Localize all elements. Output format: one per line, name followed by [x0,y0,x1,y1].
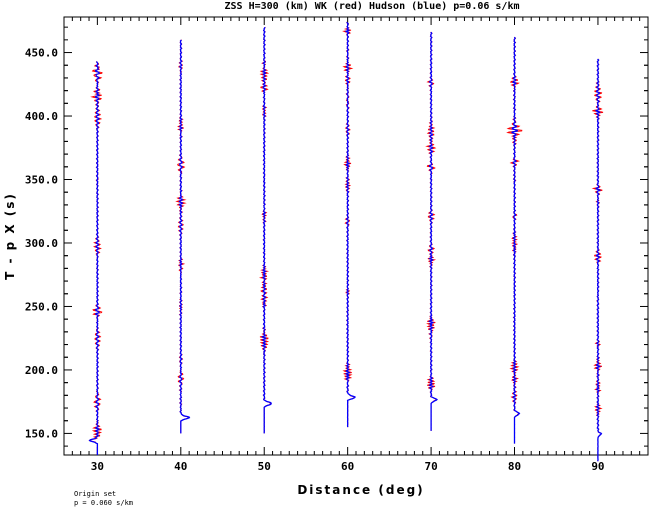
x-tick-label: 40 [174,460,187,473]
y-tick-label: 450.0 [25,47,58,60]
trace-blue-50 [260,26,272,434]
x-tick-label: 60 [341,460,354,473]
x-tick-label: 30 [91,460,104,473]
y-tick-label: 150.0 [25,427,58,440]
y-tick-label: 400.0 [25,110,58,123]
y-tick-label: 250.0 [25,300,58,313]
chart-title: ZSS H=300 (km) WK (red) Hudson (blue) p=… [224,1,519,12]
axis-ticks: 30 40 50 60 70 80 90 150.0 200.0 250.0 300.0 350.0 4… [25,17,648,473]
y-tick-label: 300.0 [25,237,58,250]
x-tick-label: 70 [424,460,437,473]
y-axis-label: T - p X (s) [3,192,17,280]
trace-blue-80 [511,36,521,444]
trace-blue-70 [428,31,438,431]
slowness-note: p = 0.060 s/km [74,499,133,507]
trace-red-30 [88,61,103,455]
trace-blue-60 [344,21,356,428]
y-tick-label: 200.0 [25,364,58,377]
trace-blue-40 [178,39,191,434]
x-tick-label: 80 [508,460,521,473]
trace-group [88,21,604,462]
trace-red-40 [175,39,190,434]
y-tick-label: 350.0 [25,174,58,187]
trace-red-60 [342,21,355,428]
x-tick-label: 90 [591,460,604,473]
trace-blue-30 [88,61,101,455]
x-tick-label: 50 [258,460,271,473]
origin-note: Origin set [74,490,116,498]
x-axis-label: Distance (deg) [297,483,424,497]
plot-frame [63,16,649,456]
trace-blue-90 [594,58,603,462]
